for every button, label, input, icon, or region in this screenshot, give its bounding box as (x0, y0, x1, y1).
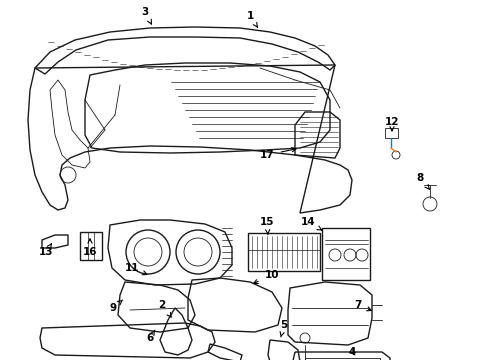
Bar (305, 358, 380, 360)
Text: 3: 3 (142, 7, 151, 24)
Text: 10: 10 (254, 270, 279, 284)
Text: 13: 13 (39, 244, 53, 257)
Text: 5: 5 (280, 320, 288, 337)
Text: 11: 11 (125, 263, 147, 275)
Text: 12: 12 (385, 117, 399, 131)
Text: 7: 7 (354, 300, 371, 311)
Text: 9: 9 (109, 300, 122, 313)
Bar (80, 232, 102, 260)
Bar (322, 228, 370, 280)
Bar (248, 233, 320, 271)
Text: 15: 15 (260, 217, 274, 234)
Text: 4: 4 (348, 347, 356, 357)
Text: 14: 14 (301, 217, 322, 230)
Text: 6: 6 (147, 330, 155, 343)
Text: 17: 17 (260, 148, 296, 160)
Text: 8: 8 (416, 173, 429, 189)
Text: 1: 1 (246, 11, 258, 27)
Text: 16: 16 (83, 239, 97, 257)
Text: 2: 2 (158, 300, 171, 317)
